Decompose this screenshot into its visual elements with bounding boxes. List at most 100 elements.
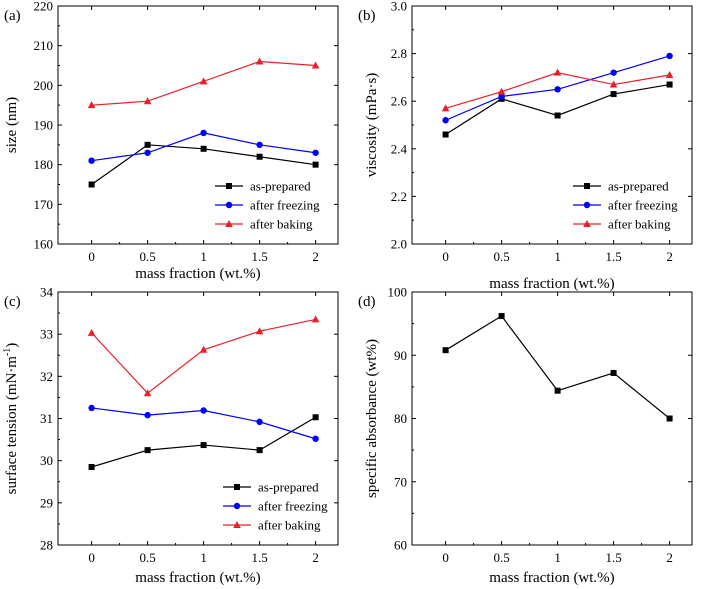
panel-c-legend-label: after freezing bbox=[258, 499, 328, 514]
panel-c-x-tick-label: 2 bbox=[312, 550, 319, 565]
panel-a-series-3-point bbox=[311, 61, 320, 69]
panel-c: 0 0.5 1 1.5 2 28 29 30 31 32 33 34 mass fraction (wt… bbox=[2, 285, 339, 586]
panel-a-legend-swatch-marker bbox=[226, 183, 232, 189]
panel-d-y-tick-label: 90 bbox=[394, 348, 407, 363]
panel-b-x-tick-label: 1 bbox=[554, 249, 561, 264]
panel-d: 0 0.5 1 1.5 2 60 70 80 90 100 mass fraction (wt.%)… bbox=[358, 285, 693, 586]
panel-a-series-1-point bbox=[144, 141, 151, 148]
panel-c-y-tick-label: 31 bbox=[40, 411, 53, 426]
panel-a-series-2-point bbox=[312, 149, 319, 156]
panel-c-series-1-point bbox=[256, 447, 263, 454]
panel-b-legend-swatch-marker bbox=[583, 220, 591, 227]
panel-c-series-3-point bbox=[311, 315, 320, 323]
panel-d-y-tick-label: 60 bbox=[394, 538, 407, 553]
panel-c-label: (c) bbox=[4, 294, 21, 310]
panel-b-label: (b) bbox=[358, 8, 376, 24]
panel-d-series-1-point bbox=[554, 387, 561, 394]
panel-b-y-axis-label: viscosity (mPa·s) bbox=[364, 73, 380, 178]
panel-a-series-1-point bbox=[88, 181, 95, 188]
panel-a-y-tick-label: 170 bbox=[34, 197, 54, 212]
panel-a-y-tick-label: 190 bbox=[34, 118, 54, 133]
panel-b-series-2-point bbox=[610, 69, 617, 76]
panel-c-series-3-point bbox=[255, 327, 264, 335]
panel-a-y-tick-label: 160 bbox=[34, 237, 54, 252]
panel-a-legend-label: as-prepared bbox=[250, 179, 311, 194]
panel-a-series-2-point bbox=[144, 149, 151, 156]
panel-c-series-1-point bbox=[312, 414, 319, 421]
panel-a-legend-label: after baking bbox=[250, 217, 313, 232]
panel-c-series-1-point bbox=[144, 447, 151, 454]
panel-d-x-tick-label: 1.5 bbox=[605, 550, 621, 565]
panel-a-legend: as-prepared after freezing after baking bbox=[215, 179, 320, 232]
panel-c-series-1-point bbox=[88, 463, 95, 470]
panel-b-y-tick-label: 2.0 bbox=[391, 237, 407, 252]
panel-b-x-tick-label: 2 bbox=[666, 249, 673, 264]
panel-b-y-tick-label: 3.0 bbox=[391, 0, 407, 14]
panel-a-series-1-point bbox=[256, 153, 263, 160]
panel-a-x-tick-label: 1 bbox=[200, 249, 207, 264]
panel-b-series-3-point bbox=[497, 87, 506, 95]
panel-a-y-axis-label: size (nm) bbox=[4, 97, 20, 153]
panel-b-series-2-point bbox=[498, 93, 505, 100]
panel-a-y-tick-label: 220 bbox=[34, 0, 54, 14]
panel-b-series-2-point bbox=[442, 117, 449, 124]
panel-b-series-1-point bbox=[442, 131, 449, 138]
panel-c-series-1-point bbox=[200, 442, 207, 449]
panel-d-y-tick-label: 100 bbox=[388, 285, 408, 300]
panel-a-series-2-point bbox=[256, 141, 263, 149]
panel-c-y-tick-label: 32 bbox=[40, 369, 53, 384]
panel-c-series-3-line bbox=[91, 318, 316, 395]
panel-a-series-1-point bbox=[312, 161, 319, 168]
panel-b-series-3-point bbox=[441, 104, 450, 112]
panel-c-legend-swatch-marker bbox=[233, 502, 241, 510]
panel-b-legend-swatch-marker bbox=[584, 183, 590, 189]
panel-c-series-3-point bbox=[143, 389, 152, 397]
panel-d-series-1-point bbox=[442, 347, 449, 354]
panel-d-series-1-point bbox=[666, 415, 673, 422]
panel-a-y-tick-label: 210 bbox=[34, 38, 54, 53]
panel-c-legend-label: as-prepared bbox=[258, 480, 319, 495]
panel-c-series-2-point bbox=[88, 404, 95, 412]
panel-c-y-tick-label: 29 bbox=[40, 495, 53, 510]
panel-c-x-axis-label: mass fraction (wt.%) bbox=[135, 570, 260, 586]
panel-a-series-2-point bbox=[200, 129, 207, 137]
panel-c-series-2-point bbox=[200, 407, 207, 414]
panel-c-legend: as-prepared after freezing after baking bbox=[223, 480, 328, 533]
panel-a-x-tick-label: 1.5 bbox=[251, 249, 267, 264]
panel-d-y-tick-label: 70 bbox=[394, 474, 407, 489]
panel-b-series-1-point bbox=[554, 112, 561, 119]
panel-a-y-tick-label: 180 bbox=[34, 157, 54, 172]
panel-b-legend-label: after baking bbox=[608, 217, 671, 232]
panel-b-series-2-point bbox=[554, 86, 561, 93]
panel-d-x-tick-label: 0.5 bbox=[493, 550, 509, 565]
panel-b-y-tick-label: 2.2 bbox=[391, 189, 407, 204]
panel-d-series-1-point bbox=[610, 369, 617, 376]
panel-a-label: (a) bbox=[4, 8, 21, 24]
panel-b-x-axis-label: mass fraction (wt.%) bbox=[489, 276, 614, 292]
panel-c-y-axis-label-end: ) bbox=[4, 343, 20, 348]
panel-d-series-1-point bbox=[498, 313, 505, 320]
panel-b-y-tick-label: 2.6 bbox=[391, 94, 408, 109]
panel-d-y-tick-label: 80 bbox=[394, 411, 407, 426]
panel-c-y-axis-label-sup: -1 bbox=[2, 348, 13, 356]
panel-b: 0 0.5 1 1.5 2 2.0 2.2 2.4 2.6 2.8 3.0 mass fraction… bbox=[358, 0, 693, 292]
panel-b-series-1-point bbox=[666, 81, 673, 88]
panel-d-x-tick-label: 1 bbox=[554, 550, 561, 565]
panel-c-x-tick-label: 1 bbox=[200, 550, 207, 565]
panel-c-legend-swatch-marker bbox=[234, 484, 240, 490]
panel-c-series-2-point bbox=[144, 411, 151, 419]
panel-a-series-3-point bbox=[199, 77, 208, 85]
panel-b-series-3-point bbox=[609, 80, 618, 88]
panel-c-x-tick-label: 0.5 bbox=[139, 550, 155, 565]
panel-d-x-tick-label: 0 bbox=[442, 550, 449, 565]
panel-c-y-axis-label-main: surface tension (mN·m bbox=[4, 356, 20, 495]
panel-c-series-2-point bbox=[312, 435, 319, 442]
panel-d-x-tick-label: 2 bbox=[666, 550, 673, 565]
panel-b-x-tick-label: 1.5 bbox=[605, 249, 621, 264]
panel-a-series-3-point bbox=[255, 57, 264, 65]
panel-c-y-tick-label: 34 bbox=[40, 285, 54, 300]
panel-a-series-3-point bbox=[87, 101, 96, 109]
panel-b-legend-label: after freezing bbox=[608, 198, 678, 213]
panel-a-x-tick-label: 0.5 bbox=[139, 249, 155, 264]
